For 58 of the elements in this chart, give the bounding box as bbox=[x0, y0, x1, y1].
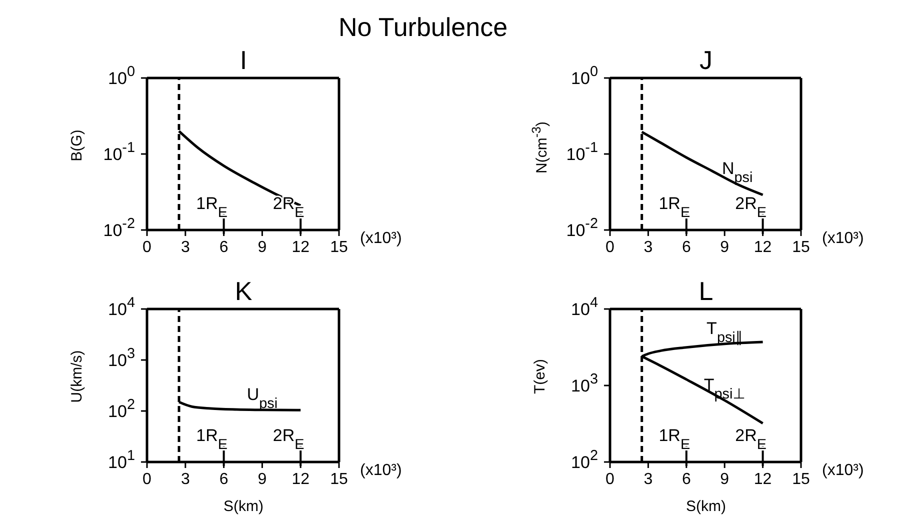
y-tick-label: 10$^{-1}$ bbox=[566, 140, 598, 164]
text: (x10³) bbox=[822, 230, 864, 248]
x-tick-label: 15 bbox=[330, 471, 348, 488]
x-tick-label: 6 bbox=[682, 471, 691, 488]
x-tick-label: 12 bbox=[754, 471, 772, 488]
x-tick-label: 6 bbox=[219, 239, 228, 256]
x-axis-title: S(km) bbox=[685, 498, 727, 515]
y-tick-label: 10$^{2}$ bbox=[571, 448, 598, 472]
x-tick-label: 9 bbox=[258, 471, 267, 488]
x-tick-label: 9 bbox=[258, 239, 267, 256]
text: (x10³) bbox=[360, 462, 402, 480]
y-axis-title: U(km/s) bbox=[68, 349, 86, 405]
y-tick-label: 10$^{3}$ bbox=[571, 372, 598, 396]
y-axis-title: B(G) bbox=[68, 128, 86, 164]
x-tick-label: 3 bbox=[644, 239, 653, 256]
x-tick-label: 0 bbox=[142, 471, 152, 488]
x-tick-label: 9 bbox=[720, 239, 730, 256]
x-tick-label: 0 bbox=[142, 239, 152, 256]
x-tick-label: 0 bbox=[606, 471, 615, 488]
x-tick-label: 0 bbox=[606, 239, 615, 256]
ref-line-label: 2R$_{E}$ bbox=[735, 426, 767, 453]
x-tick-label: 6 bbox=[219, 471, 228, 488]
y-tick-label: 10$^{-1}$ bbox=[103, 140, 135, 164]
ref-line-label: 1R$_{E}$ bbox=[658, 194, 690, 221]
y-tick-label: 10$^{0}$ bbox=[571, 64, 598, 88]
x-tick-label: 12 bbox=[754, 239, 772, 256]
series-label: U$_{psi}$ bbox=[246, 384, 278, 412]
x-tick-label: 15 bbox=[792, 471, 810, 488]
text: (x10³) bbox=[822, 462, 864, 480]
x-tick-label: 9 bbox=[720, 471, 730, 488]
y-tick-label: 10$^{-2}$ bbox=[103, 216, 135, 240]
x-tick-label: 12 bbox=[292, 239, 310, 256]
text: No Turbulence bbox=[337, 12, 509, 43]
x-tick-label: 15 bbox=[792, 239, 810, 256]
ref-line-label: 2R$_{E}$ bbox=[735, 194, 767, 221]
chart-subtitle: I bbox=[238, 45, 248, 76]
y-tick-label: 10$^{1}$ bbox=[108, 448, 135, 472]
y-tick-label: 10$^{3}$ bbox=[108, 346, 135, 370]
y-tick-label: 10$^{2}$ bbox=[108, 397, 135, 421]
chart-subtitle: K bbox=[234, 276, 254, 307]
x-tick-label: 12 bbox=[292, 471, 310, 488]
y-tick-label: 10$^{4}$ bbox=[108, 295, 135, 319]
x-tick-label: 15 bbox=[330, 239, 348, 256]
ref-line-label: 1R$_{E}$ bbox=[658, 426, 690, 453]
x-tick-label: 3 bbox=[180, 239, 190, 256]
x-tick-label: 3 bbox=[180, 471, 190, 488]
chart-subtitle: J bbox=[698, 45, 714, 76]
x-tick-label: 3 bbox=[644, 471, 653, 488]
text: (x10³) bbox=[360, 230, 402, 248]
ref-line-label: 1R$_{E}$ bbox=[196, 194, 228, 221]
y-axis-title: T(ev) bbox=[532, 358, 548, 396]
chart-subtitle: L bbox=[698, 276, 714, 307]
ref-line-label: 1R$_{E}$ bbox=[196, 426, 228, 453]
x-axis-title: S(km) bbox=[222, 498, 264, 515]
y-tick-label: 10$^{4}$ bbox=[571, 295, 598, 319]
x-tick-label: 6 bbox=[682, 239, 691, 256]
y-tick-label: 10$^{0}$ bbox=[108, 64, 135, 88]
y-tick-label: 10$^{-2}$ bbox=[566, 216, 598, 240]
